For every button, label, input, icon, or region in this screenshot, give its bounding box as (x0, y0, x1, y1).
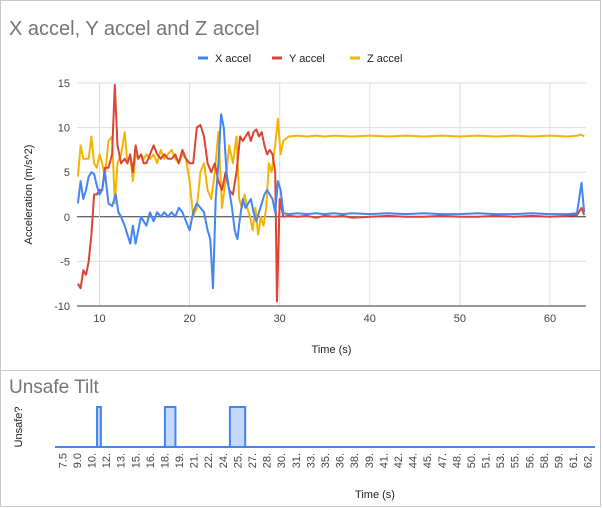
legend-label-x-accel: X accel (215, 53, 251, 65)
x-tick-label: 36. (335, 453, 347, 468)
x-tick-label: 51. (481, 453, 493, 468)
x-tick-label: 41. (378, 453, 390, 468)
y-axis-title: Unsafe? (13, 407, 25, 448)
chart-title: X accel, Y accel and Z accel (9, 18, 260, 40)
acceleration-chart: -10 -5 0 5 10 15 10 20 30 40 50 60 Time (s) Accelerat… (23, 53, 586, 356)
x-tick-label: 39. (364, 453, 376, 468)
x-tick-label: 50 (454, 313, 466, 325)
unsafe-tilt-chart: Unsafe? 7.5 9.0 10. 12. 13. 15. 16. 18. 19. 21. 22.… (13, 406, 595, 501)
x-tick-label: 35. (320, 453, 332, 468)
x-tick-label: 13. (116, 453, 128, 468)
unsafe-interval (163, 406, 177, 448)
x-tick-label: 40 (364, 313, 376, 325)
y-tick-label: 0 (64, 212, 70, 224)
x-tick-label: 25. (232, 453, 244, 468)
x-tick-label: 27. (247, 453, 259, 468)
x-tick-label: 60 (544, 313, 556, 325)
y-tick-label: -10 (54, 301, 70, 313)
x-tick-label: 16. (145, 453, 157, 468)
x-tick-label: 10 (93, 313, 105, 325)
x-tick-label: 7.5 (57, 453, 69, 468)
series-line-x-accel (76, 113, 586, 290)
x-tick-label: 15. (130, 453, 142, 468)
x-tick-label: 19. (174, 453, 186, 468)
legend-label-y-accel: Y accel (289, 53, 325, 65)
x-tick-label: 30 (274, 313, 286, 325)
x-tick-label: 42. (393, 453, 405, 468)
unsafe-interval (96, 406, 102, 448)
x-tick-label: 28. (262, 453, 274, 468)
y-tick-label: 5 (64, 167, 70, 179)
x-tick-label: 10. (87, 453, 99, 468)
x-tick-label: 31. (291, 453, 303, 468)
y-axis-title: Acceleration (m/s^2) (23, 145, 35, 245)
x-tick-label: 18. (160, 453, 172, 468)
x-tick-label: 47. (437, 453, 449, 468)
x-axis-title: Time (s) (355, 489, 395, 501)
x-tick-label: 53. (495, 453, 507, 468)
x-tick-label: 22. (203, 453, 215, 468)
x-tick-label: 20 (183, 313, 195, 325)
x-tick-label: 59. (554, 453, 566, 468)
x-tick-label: 38. (349, 453, 361, 468)
x-tick-label: 55. (510, 453, 522, 468)
x-tick-label: 58. (539, 453, 551, 468)
legend-label-z-accel: Z accel (367, 53, 402, 65)
x-tick-label: 33. (305, 453, 317, 468)
x-tick-label: 50. (466, 453, 478, 468)
unsafe-tilt-chart-panel: Unsafe Tilt Unsafe? 7.5 9.0 10. 12. 13. 15. 16.… (0, 370, 601, 507)
x-tick-label: 44. (408, 453, 420, 468)
x-tick-label: 56. (524, 453, 536, 468)
chart-title-unsafe-tilt: Unsafe Tilt (9, 377, 99, 398)
x-tick-label: 21. (189, 453, 201, 468)
series-line-y-accel (77, 83, 586, 303)
y-tick-label: 10 (58, 123, 70, 135)
acceleration-chart-panel: X accel, Y accel and Z accel -10 -5 0 5 10 15… (0, 0, 601, 371)
x-tick-label: 30. (276, 453, 288, 468)
x-tick-label: 9.0 (72, 453, 84, 468)
x-tick-label: 62. (583, 453, 595, 468)
y-tick-label: 15 (58, 78, 70, 90)
x-tick-label: 48. (451, 453, 463, 468)
unsafe-interval (228, 406, 247, 448)
x-tick-label: 61. (568, 453, 580, 468)
x-tick-label: 45. (422, 453, 434, 468)
x-axis-title: Time (s) (312, 344, 352, 356)
x-tick-label: 24. (218, 453, 230, 468)
x-tick-label: 12. (101, 453, 113, 468)
y-tick-label: -5 (60, 256, 70, 268)
